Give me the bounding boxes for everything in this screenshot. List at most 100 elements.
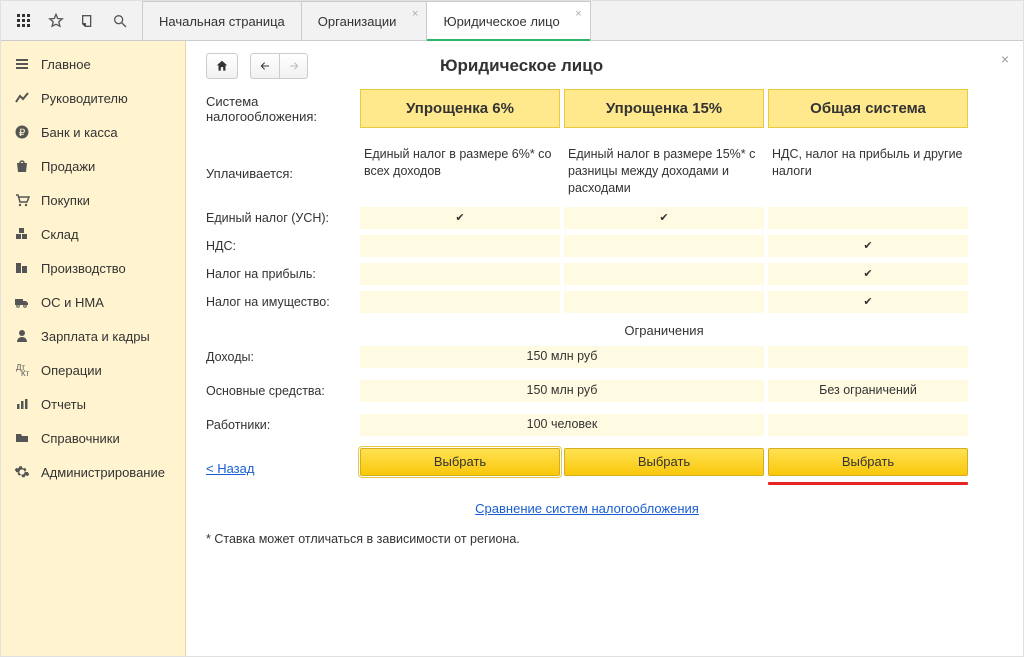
- footnote: * Ставка может отличаться в зависимости …: [206, 516, 968, 546]
- cell-fixed-assets-general: Без ограничений: [768, 380, 968, 402]
- tab-label: Юридическое лицо: [443, 14, 559, 29]
- sidebar-item-label: Операции: [41, 363, 102, 378]
- sidebar-item-bank[interactable]: ₽ Банк и касса: [1, 115, 185, 149]
- col-header-usn15: Упрощенка 15%: [564, 89, 764, 128]
- choose-general-button[interactable]: Выбрать: [768, 448, 968, 476]
- boxes-icon: [13, 225, 31, 243]
- topbar: Начальная страница Организации × Юридиче…: [1, 1, 1023, 41]
- sidebar-item-label: Склад: [41, 227, 79, 242]
- sidebar-item-manager[interactable]: Руководителю: [1, 81, 185, 115]
- desc-usn15: Единый налог в размере 15%* с разницы ме…: [564, 140, 764, 207]
- nav-back-button[interactable]: [251, 54, 279, 78]
- truck-icon: [13, 293, 31, 311]
- ruble-icon: ₽: [13, 123, 31, 141]
- cell-employees: 100 человек: [360, 414, 764, 436]
- label-fixed-assets: Основные средства:: [206, 380, 356, 402]
- nav-forward-button[interactable]: [279, 54, 307, 78]
- sidebar-item-sales[interactable]: Продажи: [1, 149, 185, 183]
- cell-usn15-property: [564, 291, 764, 313]
- main-head: Юридическое лицо: [206, 53, 1003, 89]
- history-icon[interactable]: [73, 6, 103, 36]
- label-profit-tax: Налог на прибыль:: [206, 263, 356, 285]
- sidebar-item-warehouse[interactable]: Склад: [1, 217, 185, 251]
- operations-icon: ДтКт: [13, 361, 31, 379]
- section-limits: Ограничения: [360, 313, 968, 346]
- close-icon[interactable]: ×: [1001, 51, 1009, 67]
- label-property-tax: Налог на имущество:: [206, 291, 356, 313]
- sidebar-item-production[interactable]: Производство: [1, 251, 185, 285]
- cell-fixed-assets: 150 млн руб: [360, 380, 764, 402]
- home-button[interactable]: [206, 53, 238, 79]
- sidebar-item-label: Банк и касса: [41, 125, 118, 140]
- cell-usn15-single: [564, 207, 764, 229]
- comparison-table: Система налогообложения: Упрощенка 6% Уп…: [206, 89, 1003, 546]
- close-icon[interactable]: ×: [575, 8, 581, 20]
- apps-icon[interactable]: [9, 6, 39, 36]
- sidebar-item-label: Администрирование: [41, 465, 165, 480]
- choose-usn15-button[interactable]: Выбрать: [564, 448, 764, 476]
- label-paid: Уплачивается:: [206, 140, 356, 207]
- body: Главное Руководителю ₽ Банк и касса Прод…: [1, 41, 1023, 656]
- menu-icon: [13, 55, 31, 73]
- sidebar-item-main[interactable]: Главное: [1, 47, 185, 81]
- sidebar-item-hr[interactable]: Зарплата и кадры: [1, 319, 185, 353]
- sidebar-item-dictionaries[interactable]: Справочники: [1, 421, 185, 455]
- sidebar-item-label: Покупки: [41, 193, 90, 208]
- label-employees: Работники:: [206, 414, 356, 436]
- sidebar-item-label: Производство: [41, 261, 126, 276]
- emphasis-underline: [768, 482, 968, 485]
- sidebar-item-reports[interactable]: Отчеты: [1, 387, 185, 421]
- sidebar-item-label: Справочники: [41, 431, 120, 446]
- cell-general-single: [768, 207, 968, 229]
- sidebar-item-label: Отчеты: [41, 397, 86, 412]
- sidebar-item-purchases[interactable]: Покупки: [1, 183, 185, 217]
- tabs: Начальная страница Организации × Юридиче…: [143, 1, 591, 40]
- cell-usn15-vat: [564, 235, 764, 257]
- desc-usn6: Единый налог в размере 6%* со всех доход…: [360, 140, 560, 207]
- tab-home[interactable]: Начальная страница: [142, 1, 302, 40]
- factory-icon: [13, 259, 31, 277]
- col-header-general: Общая система: [768, 89, 968, 128]
- label-income: Доходы:: [206, 346, 356, 368]
- choose-usn6-button[interactable]: Выбрать: [360, 448, 560, 476]
- sidebar-item-assets[interactable]: ОС и НМА: [1, 285, 185, 319]
- cell-general-property: [768, 291, 968, 313]
- cell-general-vat: [768, 235, 968, 257]
- star-icon[interactable]: [41, 6, 71, 36]
- main: × Юридическое лицо Система налогообложен…: [186, 41, 1023, 656]
- tab-legal-entity[interactable]: Юридическое лицо ×: [426, 1, 590, 40]
- tab-organizations[interactable]: Организации ×: [301, 1, 428, 40]
- svg-text:Кт: Кт: [21, 369, 30, 378]
- col-header-usn6: Упрощенка 6%: [360, 89, 560, 128]
- gear-icon: [13, 463, 31, 481]
- label-vat: НДС:: [206, 235, 356, 257]
- sidebar-item-label: Руководителю: [41, 91, 128, 106]
- sidebar-item-label: Зарплата и кадры: [41, 329, 150, 344]
- back-link[interactable]: < Назад: [206, 451, 254, 476]
- back-link-cell: < Назад: [206, 442, 356, 485]
- sidebar-item-operations[interactable]: ДтКт Операции: [1, 353, 185, 387]
- cart-icon: [13, 191, 31, 209]
- nav-buttons: [250, 53, 308, 79]
- tab-label: Начальная страница: [159, 14, 285, 29]
- compare-link[interactable]: Сравнение систем налогообложения: [475, 501, 699, 516]
- tab-label: Организации: [318, 14, 397, 29]
- folder-icon: [13, 429, 31, 447]
- cell-usn6-single: [360, 207, 560, 229]
- cell-usn15-profit: [564, 263, 764, 285]
- close-icon[interactable]: ×: [412, 8, 418, 20]
- search-icon[interactable]: [105, 6, 135, 36]
- bag-icon: [13, 157, 31, 175]
- choose-usn15-wrap: Выбрать: [564, 442, 764, 485]
- compare-link-row: Сравнение систем налогообложения: [206, 485, 968, 516]
- choose-general-wrap: Выбрать: [768, 442, 968, 485]
- app-shell: Начальная страница Организации × Юридиче…: [0, 0, 1024, 657]
- topbar-icon-strip: [1, 1, 143, 40]
- sidebar-item-label: ОС и НМА: [41, 295, 104, 310]
- cell-income-general: [768, 346, 968, 368]
- chart-icon: [13, 89, 31, 107]
- sidebar-item-admin[interactable]: Администрирование: [1, 455, 185, 489]
- label-single-tax: Единый налог (УСН):: [206, 207, 356, 229]
- person-icon: [13, 327, 31, 345]
- cell-usn6-property: [360, 291, 560, 313]
